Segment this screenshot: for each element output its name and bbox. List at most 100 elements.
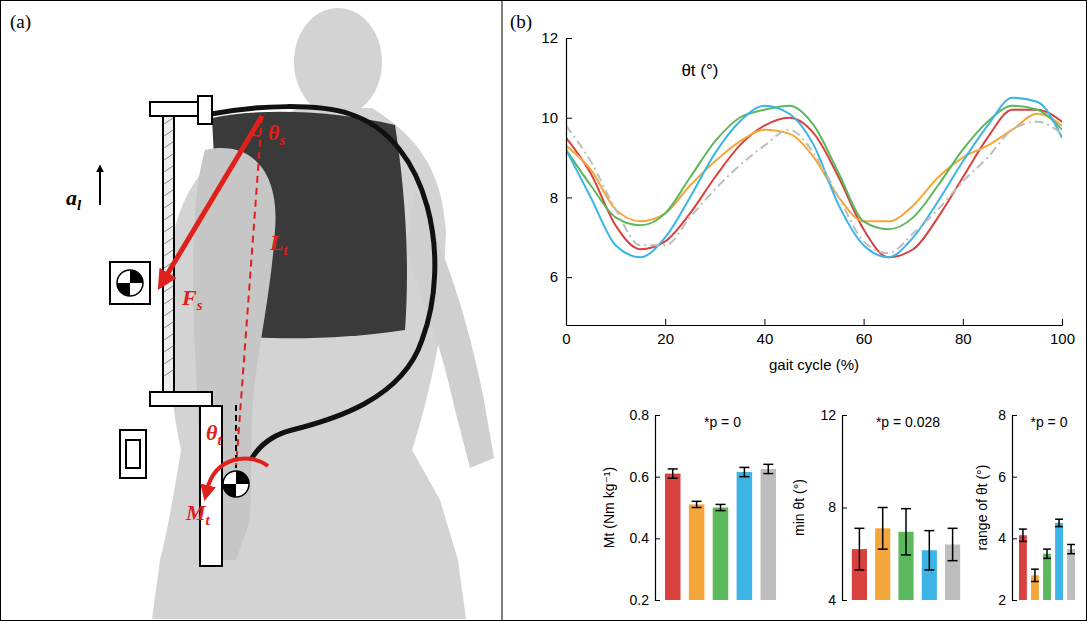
x-axis-title: gait cycle (%): [769, 356, 859, 373]
tick-label: 10: [541, 109, 558, 126]
tick-label: 0.4: [630, 530, 650, 546]
error-bar: [901, 509, 911, 555]
tick-mark: [1012, 538, 1017, 539]
bar: [713, 508, 729, 601]
y-axis: 681012: [541, 29, 572, 325]
error-stem: [720, 504, 722, 510]
tick: 8: [828, 499, 847, 515]
tick-mark: [764, 319, 765, 325]
error-cap: [1031, 568, 1039, 570]
tick: 4: [828, 592, 847, 608]
tick-mark: [566, 277, 572, 278]
rail-hatch: [164, 310, 173, 316]
error-cap: [692, 501, 702, 503]
error-stem: [672, 469, 674, 478]
rail-hatch: [164, 226, 173, 232]
plot-area: [852, 508, 960, 601]
chart-title: *p = 0: [704, 414, 741, 430]
bar: [1043, 554, 1051, 600]
error-cap: [1031, 581, 1039, 583]
rail-hatch: [164, 346, 173, 352]
tick: 8: [550, 189, 572, 206]
tick-mark: [655, 415, 660, 416]
tick-label: 8: [550, 189, 558, 206]
error-cap: [924, 569, 934, 571]
tick-label: 80: [955, 330, 972, 347]
y-axis-title: Mt (Nm kg⁻¹): [601, 467, 617, 548]
tick-mark: [655, 477, 660, 478]
error-stem: [768, 464, 770, 473]
error-stem: [859, 528, 861, 570]
tick-mark: [963, 319, 964, 325]
error-bar: [924, 531, 934, 570]
chart-title: *p = 0: [1031, 414, 1068, 430]
tick-label: 8: [998, 407, 1006, 423]
rail-hatch: [164, 250, 173, 256]
annotation-main: L: [269, 230, 283, 255]
tick-mark: [665, 319, 666, 325]
tick-mark: [566, 38, 572, 39]
error-cap: [763, 473, 773, 475]
rail-hatch: [164, 214, 173, 220]
tick-label: 20: [657, 330, 674, 347]
tick-mark: [566, 197, 572, 198]
tick-mark: [864, 319, 865, 325]
chart-title: *p = 0.028: [876, 414, 940, 430]
y-axis-title: min θt (°): [791, 479, 807, 536]
tick: 20: [657, 319, 674, 347]
tick-mark: [842, 508, 847, 509]
tick-mark: [655, 538, 660, 539]
fs-arrow: [165, 116, 262, 278]
tick: 100: [1050, 319, 1075, 347]
error-cap: [739, 476, 749, 478]
error-cap: [1019, 528, 1027, 530]
error-stem: [1022, 529, 1024, 541]
tick-label: 6: [550, 268, 558, 285]
panel-divider: [502, 0, 503, 621]
rail-hatch: [164, 118, 173, 124]
com-quarter: [236, 471, 249, 484]
panel-label: (b): [510, 11, 532, 33]
plot-area: [665, 464, 776, 600]
error-stem: [905, 509, 907, 555]
tick-mark: [1012, 477, 1017, 478]
tick-label: 2: [998, 592, 1006, 608]
com-quarter: [130, 270, 143, 283]
forearm-plate: [200, 406, 222, 566]
rail-hatch: [164, 286, 173, 292]
y-axis: 2468: [998, 407, 1017, 608]
rail-hatch: [164, 166, 173, 172]
error-bar: [692, 501, 702, 507]
annotation-sub: s: [196, 297, 203, 313]
error-stem: [1058, 519, 1060, 526]
com-circle: [117, 270, 143, 296]
tick: 0.6: [630, 469, 660, 485]
tick: 12: [820, 407, 847, 423]
tick-label: 8: [828, 499, 836, 515]
tick-label: 0.2: [630, 592, 650, 608]
error-stem: [1034, 569, 1036, 581]
error-cap: [948, 560, 958, 562]
error-cap: [1043, 548, 1051, 550]
error-cap: [854, 528, 864, 530]
tick: 60: [856, 319, 873, 347]
annotation-main: M: [185, 500, 207, 525]
tick: 0.2: [630, 592, 660, 608]
frame-box-inner: [126, 440, 140, 468]
error-cap: [1043, 558, 1051, 560]
x-axis: 020406080100: [562, 319, 1075, 347]
tick-mark: [1012, 415, 1017, 416]
annotation: al: [66, 185, 82, 213]
bar: [761, 469, 777, 600]
annotation-sub: s: [278, 132, 285, 148]
center-of-mass: [223, 471, 249, 497]
error-bar: [1043, 549, 1051, 558]
tick-label: 100: [1050, 330, 1075, 347]
rail-hatch: [164, 358, 173, 364]
annotation: Mt: [185, 500, 211, 528]
theta-s-arc: [251, 134, 260, 136]
chart-title: θt (°): [681, 61, 718, 80]
tick-label: 0.8: [630, 407, 650, 423]
panel-label: (a): [10, 11, 31, 33]
rail-hatch: [164, 154, 173, 160]
